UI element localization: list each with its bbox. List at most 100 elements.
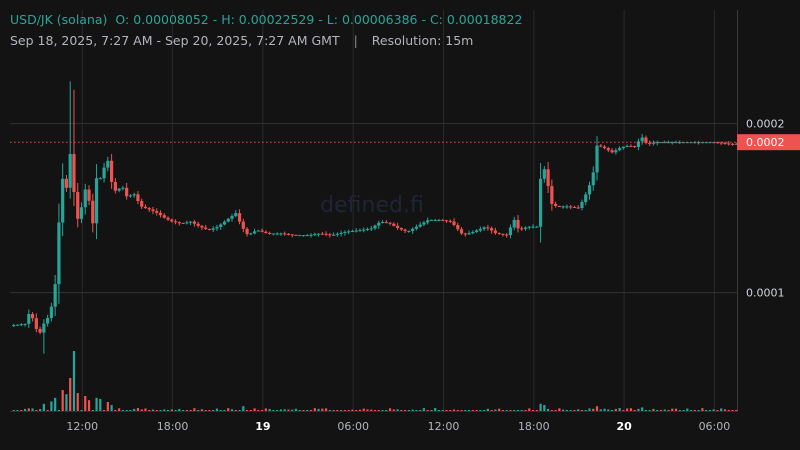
volume-bar [547, 408, 550, 411]
resolution-label[interactable]: Resolution: 15m [371, 33, 474, 48]
candle-body [271, 233, 276, 235]
candle-body [678, 142, 682, 144]
time-tick-label: 12:00 [428, 420, 460, 433]
volume-bar [23, 408, 27, 411]
volume-bar [437, 410, 441, 411]
volume-bar [682, 410, 685, 411]
volume-bar [208, 410, 211, 411]
candle-body [538, 178, 543, 227]
candle-body [584, 194, 588, 203]
volume-bar [686, 408, 689, 411]
candle-body [15, 324, 20, 326]
volume-bar [219, 410, 222, 411]
candle-body [625, 145, 629, 147]
volume-bar [441, 410, 444, 411]
volume-bar [735, 410, 738, 411]
candle-body [418, 224, 422, 227]
candle-body [459, 229, 464, 234]
volume-bar [595, 406, 599, 411]
candle-body [365, 228, 370, 230]
volume-bar [118, 408, 121, 411]
volume-bar [381, 410, 384, 411]
candle-body [535, 226, 539, 228]
candle-body [505, 234, 509, 236]
candle-body [181, 222, 185, 224]
volume-bar [291, 409, 294, 411]
volume-bar [283, 409, 286, 411]
volume-bar [475, 410, 478, 411]
candle-body [125, 187, 129, 197]
candle-body [87, 189, 91, 201]
candle-body [219, 224, 223, 227]
candle-body [422, 222, 426, 225]
candle-body [441, 219, 445, 221]
volume-bar [558, 408, 561, 411]
candle-body [76, 192, 80, 219]
candle-body [426, 220, 430, 223]
candle-body [309, 234, 313, 236]
symbol-name[interactable]: USD/JK (solana) [10, 12, 108, 27]
volume-bar [249, 410, 252, 411]
time-tick-label: 18:00 [518, 420, 550, 433]
time-tick-label: 12:00 [66, 420, 98, 433]
volume-bar [531, 410, 535, 411]
volume-bar [321, 408, 324, 411]
candle-body [268, 232, 272, 234]
volume-bar [343, 410, 347, 411]
candle-body [237, 213, 242, 222]
volume-bar [366, 409, 369, 411]
candle-body [332, 234, 336, 236]
candle-body [527, 226, 531, 228]
candle-body [373, 225, 377, 229]
candle-body [121, 187, 125, 189]
volume-bar [370, 409, 373, 411]
candle-body [719, 142, 723, 144]
volume-bar [324, 408, 328, 411]
candle-body [61, 178, 65, 223]
candle-body [177, 222, 181, 224]
candle-body [715, 142, 720, 144]
volume-bar [535, 410, 538, 411]
volume-bar [377, 410, 380, 411]
volume-bar [27, 408, 30, 411]
volume-bar [332, 410, 335, 411]
volume-bar [648, 410, 651, 411]
volume-bar [464, 410, 467, 411]
volume-bar [456, 410, 459, 411]
candle-body [512, 219, 516, 228]
price-axis[interactable]: 0.0001 0.0002 0.0002 [737, 118, 800, 300]
volume-bar [396, 409, 399, 411]
candle-body [369, 228, 373, 230]
candle-body [222, 221, 227, 225]
volume-bar [618, 408, 621, 411]
volume-bar [373, 410, 377, 411]
volume-bar [516, 410, 520, 411]
candle-body [591, 172, 595, 186]
candle-body [354, 230, 358, 232]
volume-bar [306, 410, 309, 411]
volume-bar [449, 410, 452, 411]
volume-bar [622, 410, 625, 411]
candle-body [384, 222, 388, 224]
time-axis[interactable]: 12:00 18:00 19 06:00 12:00 18:00 20 06:00 [66, 420, 730, 433]
watermark-text: defined.fi [320, 193, 424, 218]
time-tick-label: 06:00 [337, 420, 369, 433]
volume-bar [212, 410, 215, 411]
volume-bar [498, 408, 501, 411]
candle-body [414, 226, 418, 229]
volume-bar [189, 410, 192, 411]
candle-body [200, 225, 204, 228]
volume-bar [479, 410, 482, 411]
volume-bar [87, 400, 91, 411]
volume-bar [242, 406, 245, 411]
candle-body [610, 150, 614, 153]
volume-bar [486, 408, 489, 411]
candle-body [444, 220, 449, 222]
volume-bar [276, 410, 279, 411]
candle-body [117, 188, 121, 191]
volume-bar [434, 408, 437, 411]
volume-bar [358, 409, 362, 411]
volume-bar [129, 410, 132, 411]
volume-bar [215, 408, 219, 411]
